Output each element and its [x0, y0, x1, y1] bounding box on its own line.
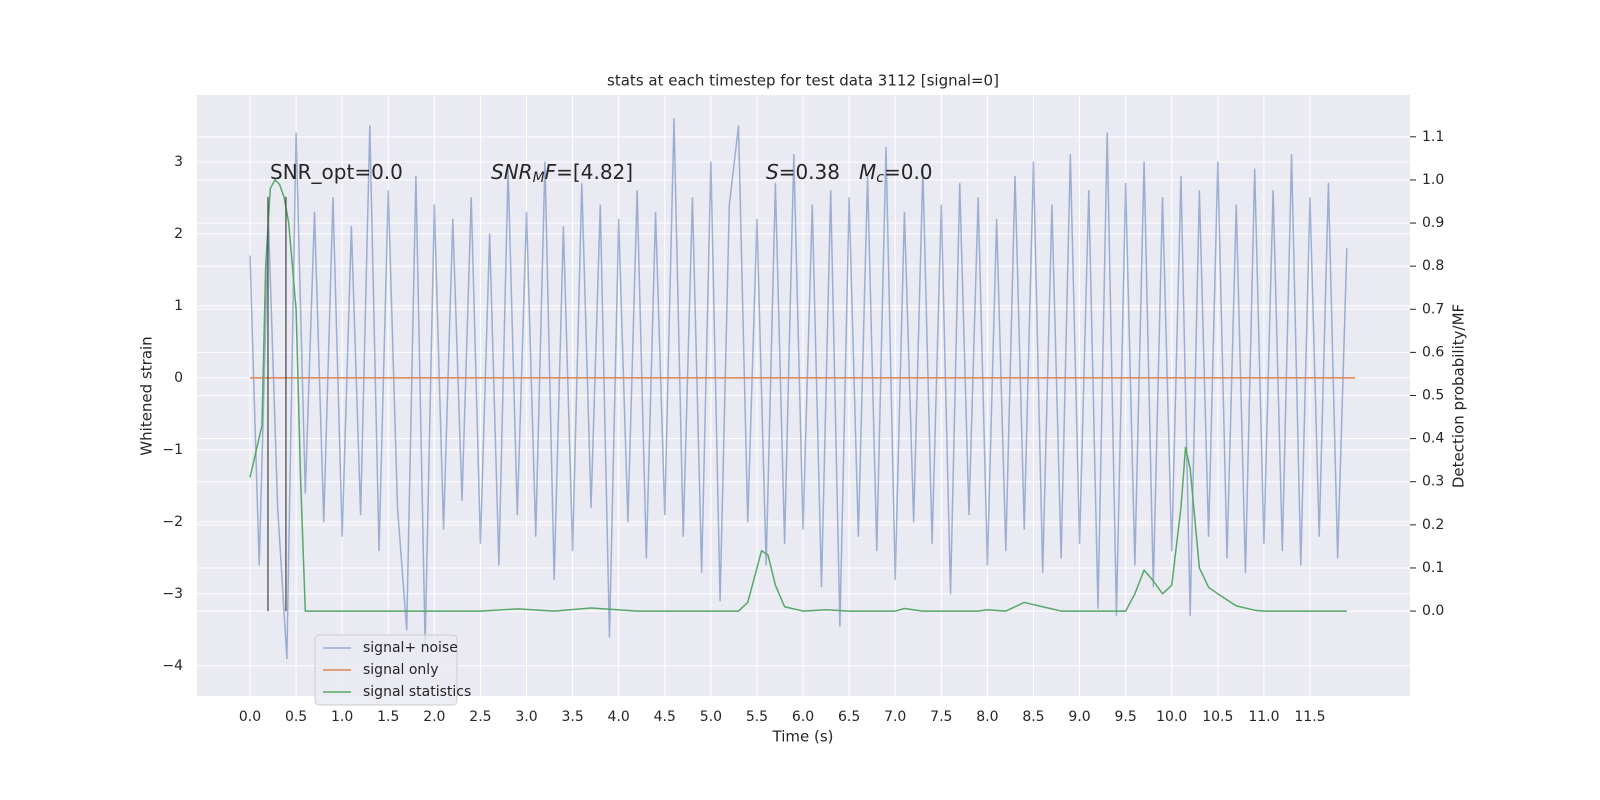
y2-tick-label: 0.5 — [1422, 388, 1444, 404]
y2-tick-label: 1.0 — [1422, 172, 1444, 188]
x-tick-label: 6.0 — [792, 709, 814, 725]
x-tick-label: 2.0 — [423, 709, 445, 725]
annotation: S=0.38 — [766, 160, 840, 184]
y2-tick-label: 0.8 — [1422, 258, 1444, 274]
y2-tick-label: 0.0 — [1422, 603, 1444, 619]
chart-title: stats at each timestep for test data 311… — [607, 72, 999, 90]
legend-label: signal statistics — [363, 684, 471, 700]
x-axis-label: Time (s) — [772, 728, 834, 746]
x-tick-label: 11.0 — [1248, 709, 1279, 725]
x-tick-label: 5.5 — [746, 709, 768, 725]
y-tick-label: 2 — [174, 226, 183, 242]
y2-axis-label: Detection probability/MF — [1450, 304, 1468, 488]
x-tick-label: 4.5 — [654, 709, 676, 725]
annotation-run: SNR — [491, 160, 533, 184]
x-tick-label: 2.5 — [469, 709, 491, 725]
x-tick-label: 9.0 — [1068, 709, 1090, 725]
annotation: Mc=0.0 — [859, 160, 933, 187]
annotation-run: M — [533, 170, 545, 186]
y2-tick-label: 0.3 — [1422, 474, 1444, 490]
legend-box — [314, 634, 458, 706]
x-tick-label: 8.5 — [1022, 709, 1044, 725]
marks — [249, 118, 1356, 660]
legend-label: signal+ noise — [363, 640, 458, 656]
y-tick-label: 3 — [174, 154, 183, 170]
y2-tick-label: 0.1 — [1422, 560, 1444, 576]
y-tick-label: −2 — [162, 514, 183, 530]
legend-label: signal only — [363, 662, 438, 678]
x-tick-label: 9.5 — [1115, 709, 1137, 725]
x-tick-label: 10.5 — [1202, 709, 1233, 725]
y2-tick-label: 0.6 — [1422, 344, 1444, 360]
x-tick-label: 5.0 — [700, 709, 722, 725]
annotation-run: =0.38 — [779, 160, 840, 184]
series-line — [249, 179, 1347, 612]
y2-tick-label: 0.4 — [1422, 431, 1444, 447]
annotation-run: c — [876, 170, 884, 186]
annotation: SNR_opt=0.0 — [270, 160, 403, 184]
annotation-run: =[4.82] — [556, 160, 633, 184]
annotation-run: =0.0 — [884, 160, 933, 184]
x-tick-label: 1.0 — [331, 709, 353, 725]
annotation-run: S — [766, 160, 779, 184]
x-tick-label: 4.0 — [608, 709, 630, 725]
y-tick-label: −1 — [162, 442, 183, 458]
x-tick-label: 0.0 — [239, 709, 261, 725]
x-tick-label: 3.5 — [561, 709, 583, 725]
series-line — [249, 118, 1348, 660]
y-axis-label: Whitened strain — [138, 336, 156, 455]
x-tick-label: 1.5 — [377, 709, 399, 725]
ticks: 0.0 0.5 1.0 1.5 2.0 2.5 3.0 3.5 4.0 4.5 5.0 5.5 6.0 6… — [162, 129, 1444, 725]
x-tick-label: 6.5 — [838, 709, 860, 725]
legend: signal+ noise signal only signal statistic… — [314, 634, 471, 706]
y2-tick-label: 0.2 — [1422, 517, 1444, 533]
y-tick-label: −3 — [162, 586, 183, 602]
y2-tick-label: 0.7 — [1422, 301, 1444, 317]
y2-tick-label: 0.9 — [1422, 215, 1444, 231]
x-tick-label: 10.0 — [1156, 709, 1187, 725]
annotation-run: M — [859, 160, 876, 184]
y-tick-label: 1 — [174, 298, 183, 314]
y-tick-label: −4 — [162, 658, 183, 674]
x-tick-label: 7.5 — [930, 709, 952, 725]
x-tick-label: 3.0 — [515, 709, 537, 725]
y-tick-label: 0 — [174, 370, 183, 386]
y2-tick-label: 1.1 — [1422, 129, 1444, 145]
x-tick-label: 7.0 — [884, 709, 906, 725]
x-tick-label: 11.5 — [1294, 709, 1325, 725]
annotation-run: SNR_opt=0.0 — [270, 160, 403, 184]
x-tick-label: 0.5 — [285, 709, 307, 725]
annotation-run: F — [545, 160, 557, 184]
annotation: SNRMF=[4.82] — [491, 160, 633, 187]
x-tick-label: 8.0 — [976, 709, 998, 725]
